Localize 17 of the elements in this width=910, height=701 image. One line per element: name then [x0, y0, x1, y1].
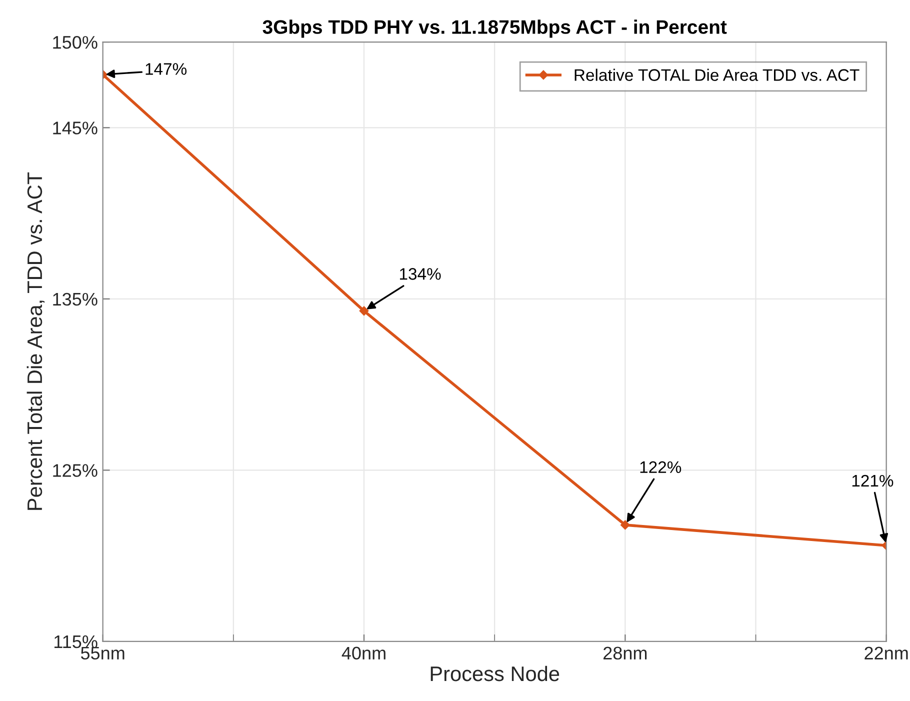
y-tick-label: 145% [53, 122, 98, 134]
x-tick-label: 28nm [604, 646, 647, 660]
chart-title: 3Gbps TDD PHY vs. 11.1875Mbps ACT - in Percent [262, 20, 727, 38]
y-axis-title: Percent Total Die Area, TDD vs. ACT [26, 172, 45, 510]
x-tick-label: 55nm [80, 646, 124, 660]
x-axis-title: Process Node [430, 666, 560, 682]
annotation: 122% [640, 461, 682, 473]
annotation: 134% [400, 268, 441, 280]
annotation: 147% [146, 63, 187, 75]
legend-label: Relative TOTAL Die Area TDD vs. ACT [574, 68, 860, 81]
annotation: 121% [852, 474, 894, 487]
x-tick-label: 22nm [864, 646, 908, 660]
y-tick-label: 135% [53, 292, 98, 306]
x-tick-label: 40nm [342, 646, 386, 660]
y-tick-label: 125% [53, 464, 98, 477]
y-tick-label: 115% [54, 635, 98, 648]
y-tick-label: 150% [53, 36, 98, 49]
